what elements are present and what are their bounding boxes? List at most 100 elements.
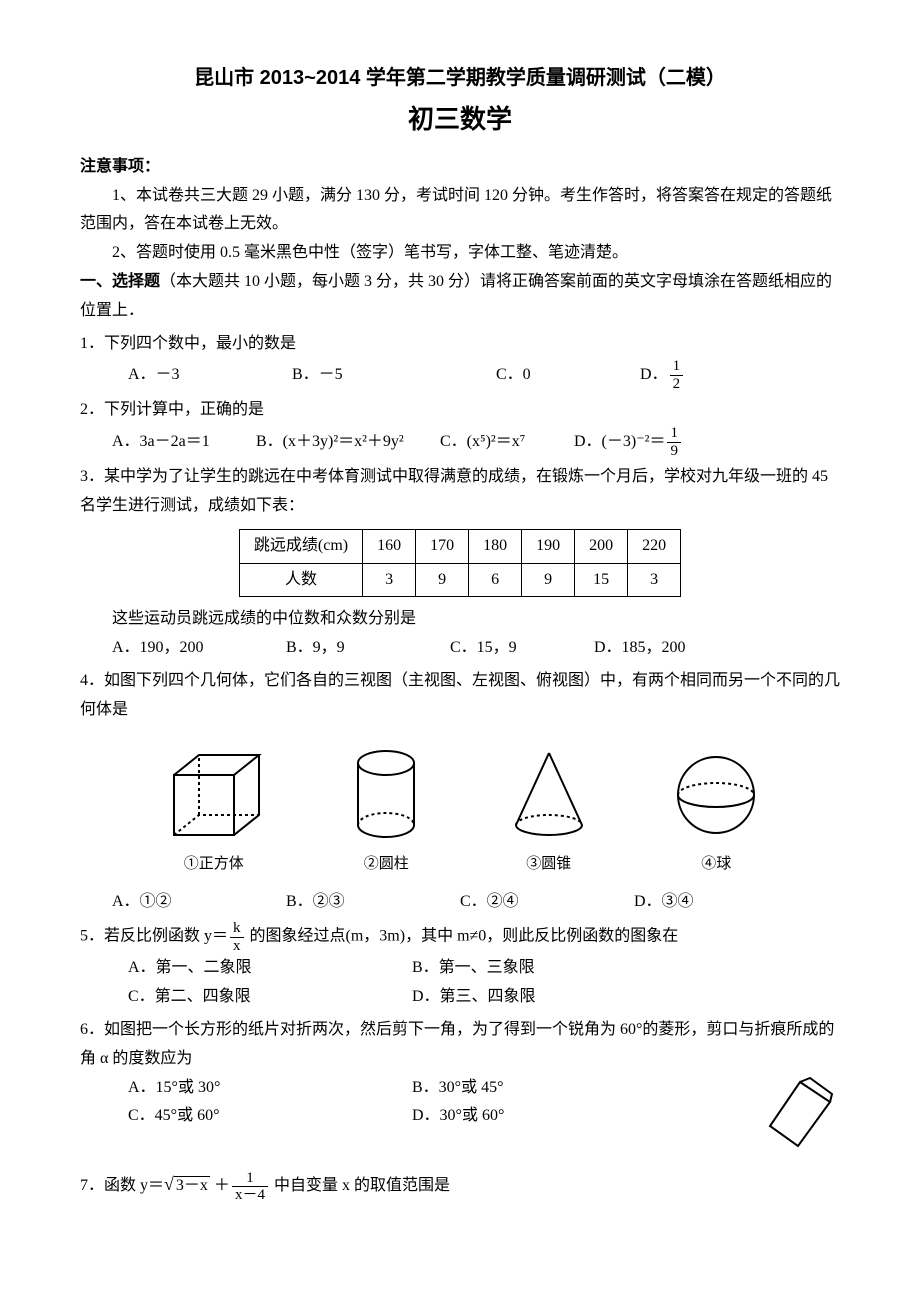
exam-title-line2: 初三数学 xyxy=(80,96,840,143)
q3-opt-b: B．9，9 xyxy=(286,634,446,663)
q3-r0: 人数 xyxy=(239,563,362,597)
q3-opt-c: C．15，9 xyxy=(450,634,590,663)
q2-d-den: 9 xyxy=(667,443,681,460)
section-1-header: 一、选择题（本大题共 10 小题，每小题 3 分，共 30 分）请将正确答案前面… xyxy=(80,268,840,326)
q3-options: A．190，200 B．9，9 C．15，9 D．185，200 xyxy=(80,634,840,663)
shape-cube-label: ①正方体 xyxy=(159,851,269,878)
cone-icon xyxy=(504,745,594,845)
q6-stem: 6．如图把一个长方形的纸片对折两次，然后剪下一角，为了得到一个锐角为 60°的菱… xyxy=(80,1016,840,1074)
q3-sub: 这些运动员跳远成绩的中位数和众数分别是 xyxy=(80,605,840,634)
q3-h1: 160 xyxy=(363,529,416,563)
q5-opt-d: D．第三、四象限 xyxy=(412,983,536,1012)
q4-opt-d: D．③④ xyxy=(634,888,694,917)
q2-d-num: 1 xyxy=(667,425,681,443)
q7-frac: 1x－4 xyxy=(232,1170,268,1204)
q1-opt-b: B．－5 xyxy=(292,361,492,390)
q1-opt-a: A．－3 xyxy=(128,361,288,390)
q1-options: A．－3 B．－5 C．0 D．12 xyxy=(80,358,840,392)
q3-opt-a: A．190，200 xyxy=(112,634,282,663)
q3-h6: 220 xyxy=(628,529,681,563)
q4-options: A．①② B．②③ C．②④ D．③④ xyxy=(80,888,840,917)
q6-options: A．15°或 30° B．30°或 45° C．45°或 60° D．30°或 … xyxy=(80,1074,840,1132)
q3-h4: 190 xyxy=(522,529,575,563)
q2-opt-b: B．(x＋3y)²＝x²＋9y² xyxy=(256,428,436,457)
q7-suffix: 中自变量 x 的取值范围是 xyxy=(270,1177,450,1194)
q4-opt-b: B．②③ xyxy=(286,888,456,917)
q5-opt-a: A．第一、二象限 xyxy=(128,954,408,983)
shape-cone: ③圆锥 xyxy=(504,745,594,878)
question-3: 3．某中学为了让学生的跳远在中考体育测试中取得满意的成绩，在锻炼一个月后，学校对… xyxy=(80,463,840,663)
q2-stem: 2．下列计算中，正确的是 xyxy=(80,396,840,425)
q2-opt-a: A．3a－2a＝1 xyxy=(112,428,252,457)
q3-h2: 170 xyxy=(416,529,469,563)
shape-cone-label: ③圆锥 xyxy=(504,851,594,878)
q3-table: 跳远成绩(cm) 160 170 180 190 200 220 人数 3 9 … xyxy=(239,529,681,598)
q5-opt-c: C．第二、四象限 xyxy=(128,983,408,1012)
q7-sqrt: 3－x xyxy=(174,1176,210,1194)
q3-r6: 3 xyxy=(628,563,681,597)
shape-sphere-label: ④球 xyxy=(671,851,761,878)
q5-den: x xyxy=(230,938,244,955)
q1-d-den: 2 xyxy=(670,376,684,393)
folded-paper-icon xyxy=(760,1074,840,1154)
shape-cube: ①正方体 xyxy=(159,745,269,878)
shape-cylinder-label: ②圆柱 xyxy=(346,851,426,878)
q6-figure xyxy=(760,1074,840,1165)
q3-r5: 15 xyxy=(575,563,628,597)
q1-d-frac: 12 xyxy=(670,358,684,392)
q4-opt-a: A．①② xyxy=(112,888,282,917)
table-row: 跳远成绩(cm) 160 170 180 190 200 220 xyxy=(239,529,680,563)
q5-stem: 5．若反比例函数 y＝kx 的图象经过点(m，3m)，其中 m≠0，则此反比例函… xyxy=(80,920,840,954)
table-row: 人数 3 9 6 9 15 3 xyxy=(239,563,680,597)
q6-opt-a: A．15°或 30° xyxy=(128,1074,408,1103)
question-4: 4．如图下列四个几何体，它们各自的三视图（主视图、左视图、俯视图）中，有两个相同… xyxy=(80,667,840,916)
q5-options: A．第一、二象限 B．第一、三象限 C．第二、四象限 D．第三、四象限 xyxy=(80,954,840,1012)
question-5: 5．若反比例函数 y＝kx 的图象经过点(m，3m)，其中 m≠0，则此反比例函… xyxy=(80,920,840,1012)
exam-title-line1: 昆山市 2013~2014 学年第二学期教学质量调研测试（二模） xyxy=(80,60,840,96)
q3-r1: 3 xyxy=(363,563,416,597)
q5-num: k xyxy=(230,920,244,938)
q1-opt-d: D．12 xyxy=(640,358,685,392)
section-1-label: 一、选择题 xyxy=(80,273,160,290)
q5-suffix: 的图象经过点(m，3m)，其中 m≠0，则此反比例函数的图象在 xyxy=(246,928,679,945)
q2-d-prefix: D．(－3)⁻²＝ xyxy=(574,428,665,457)
cube-icon xyxy=(159,745,269,845)
q3-opt-d: D．185，200 xyxy=(594,634,686,663)
question-2: 2．下列计算中，正确的是 A．3a－2a＝1 B．(x＋3y)²＝x²＋9y² … xyxy=(80,396,840,459)
q5-opt-b: B．第一、三象限 xyxy=(412,954,535,983)
q2-opt-d: D．(－3)⁻²＝19 xyxy=(574,425,683,459)
q3-h0: 跳远成绩(cm) xyxy=(239,529,362,563)
question-7: 7．函数 y＝√3－x ＋1x－4 中自变量 x 的取值范围是 xyxy=(80,1168,840,1203)
q5-frac: kx xyxy=(230,920,244,954)
question-6: 6．如图把一个长方形的纸片对折两次，然后剪下一角，为了得到一个锐角为 60°的菱… xyxy=(80,1016,840,1164)
q5-prefix: 5．若反比例函数 y＝ xyxy=(80,928,228,945)
q6-opt-c: C．45°或 60° xyxy=(128,1102,408,1131)
q1-opt-c: C．0 xyxy=(496,361,636,390)
q6-opt-d: D．30°或 60° xyxy=(412,1102,504,1131)
q4-stem: 4．如图下列四个几何体，它们各自的三视图（主视图、左视图、俯视图）中，有两个相同… xyxy=(80,667,840,725)
shape-cylinder: ②圆柱 xyxy=(346,745,426,878)
notice-header: 注意事项： xyxy=(80,153,840,182)
question-1: 1．下列四个数中，最小的数是 A．－3 B．－5 C．0 D．12 xyxy=(80,330,840,393)
notice-2: 2、答题时使用 0.5 毫米黑色中性（签字）笔书写，字体工整、笔迹清楚。 xyxy=(80,239,840,268)
radical-icon: √ xyxy=(164,1174,174,1194)
cylinder-icon xyxy=(346,745,426,845)
notice-1: 1、本试卷共三大题 29 小题，满分 130 分，考试时间 120 分钟。考生作… xyxy=(80,182,840,240)
q2-d-frac: 19 xyxy=(667,425,681,459)
q1-d-num: 1 xyxy=(670,358,684,376)
q3-h3: 180 xyxy=(469,529,522,563)
q3-r3: 6 xyxy=(469,563,522,597)
q3-r4: 9 xyxy=(522,563,575,597)
sphere-icon xyxy=(671,745,761,845)
q7-plus: ＋ xyxy=(214,1177,230,1194)
q3-h5: 200 xyxy=(575,529,628,563)
q7-num: 1 xyxy=(232,1170,268,1188)
q7-den: x－4 xyxy=(232,1187,268,1204)
q4-opt-c: C．②④ xyxy=(460,888,630,917)
section-1-desc: （本大题共 10 小题，每小题 3 分，共 30 分）请将正确答案前面的英文字母… xyxy=(80,273,832,319)
q3-stem: 3．某中学为了让学生的跳远在中考体育测试中取得满意的成绩，在锻炼一个月后，学校对… xyxy=(80,463,840,521)
q7-prefix: 7．函数 y＝ xyxy=(80,1177,164,1194)
q1-stem: 1．下列四个数中，最小的数是 xyxy=(80,330,840,359)
q6-opt-b: B．30°或 45° xyxy=(412,1074,503,1103)
q2-options: A．3a－2a＝1 B．(x＋3y)²＝x²＋9y² C．(x⁵)²＝x⁷ D．… xyxy=(80,425,840,459)
